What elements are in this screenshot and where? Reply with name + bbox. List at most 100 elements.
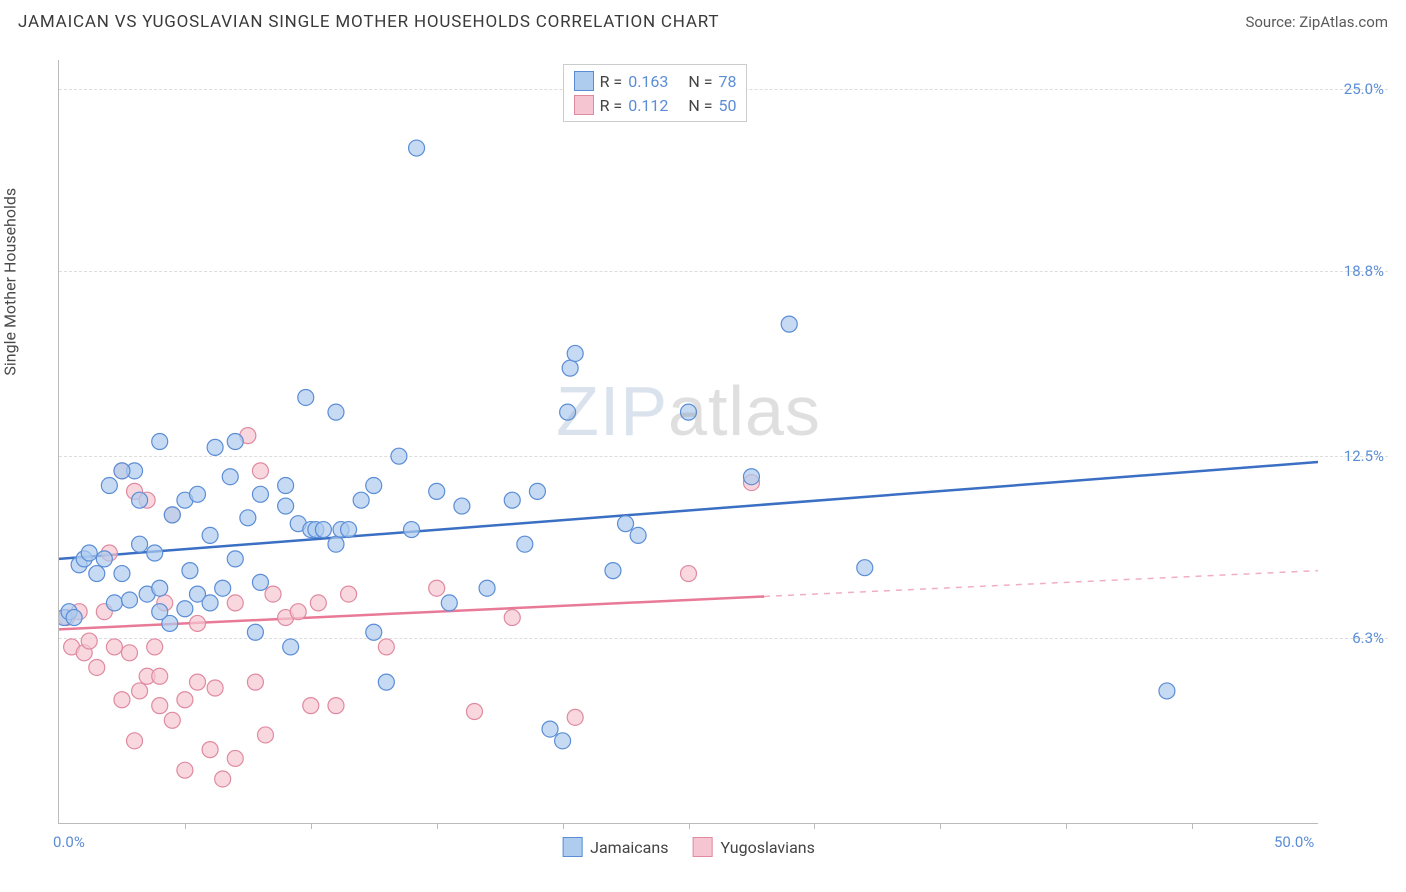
data-point: [222, 469, 238, 485]
r-label: R =: [600, 96, 623, 115]
data-point: [630, 527, 646, 543]
data-point: [303, 698, 319, 714]
data-point: [207, 680, 223, 696]
data-point: [290, 604, 306, 620]
data-point: [278, 498, 294, 514]
data-point: [681, 566, 697, 582]
y-axis-label: Single Mother Households: [1, 188, 20, 376]
legend-label: Jamaicans: [590, 838, 668, 857]
data-point: [152, 434, 168, 450]
data-point: [529, 483, 545, 499]
data-point: [81, 545, 97, 561]
data-point: [132, 492, 148, 508]
legend-stats-row: R = 0.112 N = 50: [574, 95, 737, 115]
data-point: [240, 510, 256, 526]
data-point: [479, 580, 495, 596]
x-tick: [689, 823, 690, 829]
source-label: Source: ZipAtlas.com: [1245, 13, 1388, 31]
legend-label: Yugoslavians: [720, 838, 814, 857]
data-point: [247, 674, 263, 690]
data-point: [152, 698, 168, 714]
data-point: [152, 668, 168, 684]
data-point: [152, 580, 168, 596]
x-tick-label: 0.0%: [53, 833, 85, 851]
chart-container: Single Mother Households R = 0.163 N = 7…: [18, 46, 1388, 874]
data-point: [298, 389, 314, 405]
y-tick-label: 6.3%: [1352, 629, 1384, 647]
data-point: [189, 615, 205, 631]
data-point: [122, 645, 138, 661]
data-point: [366, 624, 382, 640]
r-value-yugoslavians: 0.112: [628, 96, 668, 115]
data-point: [542, 721, 558, 737]
data-point: [147, 639, 163, 655]
data-point: [114, 463, 130, 479]
data-point: [152, 604, 168, 620]
data-point: [328, 404, 344, 420]
x-tick: [563, 823, 564, 829]
swatch-yugoslavians-icon: [574, 95, 594, 115]
data-point: [409, 140, 425, 156]
data-point: [177, 692, 193, 708]
scatter-svg: [59, 60, 1318, 823]
data-point: [781, 316, 797, 332]
data-point: [215, 771, 231, 787]
data-point: [207, 439, 223, 455]
plot-area: R = 0.163 N = 78 R = 0.112 N = 50 ZIPatl…: [58, 60, 1318, 824]
data-point: [743, 469, 759, 485]
data-point: [517, 536, 533, 552]
data-point: [567, 709, 583, 725]
data-point: [378, 674, 394, 690]
data-point: [122, 592, 138, 608]
data-point: [89, 659, 105, 675]
x-tick: [1192, 823, 1193, 829]
data-point: [96, 551, 112, 567]
data-point: [189, 674, 205, 690]
data-point: [605, 563, 621, 579]
n-label: N =: [688, 96, 712, 115]
n-value-jamaicans: 78: [719, 72, 737, 91]
legend-stats: R = 0.163 N = 78 R = 0.112 N = 50: [563, 64, 748, 122]
data-point: [283, 639, 299, 655]
data-point: [504, 610, 520, 626]
x-tick: [437, 823, 438, 829]
data-point: [328, 698, 344, 714]
data-point: [227, 750, 243, 766]
data-point: [466, 703, 482, 719]
data-point: [189, 486, 205, 502]
data-point: [560, 404, 576, 420]
data-point: [328, 536, 344, 552]
data-point: [227, 551, 243, 567]
r-value-jamaicans: 0.163: [628, 72, 668, 91]
n-label: N =: [688, 72, 712, 91]
data-point: [89, 566, 105, 582]
data-point: [555, 733, 571, 749]
data-point: [454, 498, 470, 514]
data-point: [391, 448, 407, 464]
x-tick: [185, 823, 186, 829]
swatch-jamaicans-icon: [574, 71, 594, 91]
x-tick: [940, 823, 941, 829]
data-point: [315, 522, 331, 538]
data-point: [81, 633, 97, 649]
data-point: [202, 595, 218, 611]
data-point: [429, 580, 445, 596]
data-point: [252, 486, 268, 502]
legend-item-yugoslavians: Yugoslavians: [692, 837, 814, 857]
data-point: [378, 639, 394, 655]
data-point: [66, 610, 82, 626]
data-point: [132, 536, 148, 552]
data-point: [252, 574, 268, 590]
regression-line-extrapolated: [764, 571, 1318, 597]
data-point: [227, 434, 243, 450]
data-point: [164, 712, 180, 728]
data-point: [1159, 683, 1175, 699]
data-point: [182, 563, 198, 579]
data-point: [106, 595, 122, 611]
data-point: [147, 545, 163, 561]
data-point: [257, 727, 273, 743]
data-point: [252, 463, 268, 479]
legend-series: Jamaicans Yugoslavians: [562, 837, 815, 857]
swatch-jamaicans-icon: [562, 837, 582, 857]
data-point: [177, 601, 193, 617]
